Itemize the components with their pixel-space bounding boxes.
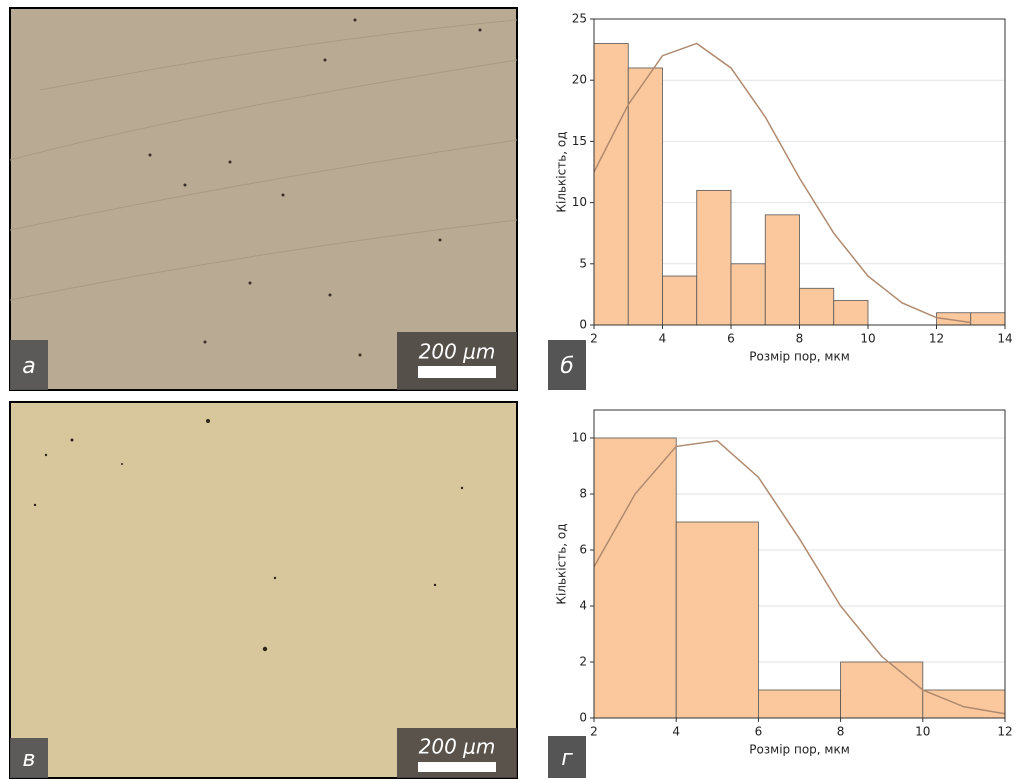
panel-label-box: [548, 736, 586, 778]
plot-frame: [593, 409, 1006, 719]
x-tick-label: 12: [929, 332, 944, 346]
x-tick-label: 8: [837, 725, 845, 739]
histogram-bar: [627, 67, 663, 326]
micrograph: [9, 401, 518, 779]
y-tick-label: 6: [579, 543, 587, 557]
x-tick-label: 8: [796, 332, 804, 346]
x-tick-label: 14: [997, 332, 1012, 346]
y-tick-label: 5: [579, 256, 587, 270]
x-axis-label: Розмір пор, мкм: [749, 350, 850, 364]
scale-bar-label: 200 μm: [419, 735, 496, 759]
histogram-bar: [593, 437, 677, 719]
histogram-bar: [970, 312, 1006, 326]
y-tick-label: 0: [579, 711, 587, 725]
y-axis-label: Кількість, од: [555, 523, 569, 604]
histogram-bar: [593, 43, 629, 326]
y-tick-label: 10: [572, 195, 587, 209]
fit-curve: [593, 42, 971, 324]
panel-label: г: [561, 746, 573, 771]
y-tick-label: 4: [579, 599, 587, 613]
histogram-bar: [696, 189, 732, 326]
y-tick-label: 0: [579, 318, 587, 332]
y-tick-label: 8: [579, 487, 587, 501]
x-axis-label: Розмір пор, мкм: [749, 743, 850, 757]
y-tick-label: 10: [572, 431, 587, 445]
panel-label-box: [548, 340, 586, 390]
histogram-bar: [758, 689, 842, 719]
x-tick-label: 2: [590, 725, 598, 739]
histogram-bar: [675, 521, 759, 719]
micrograph: [9, 7, 518, 391]
panel-label: а: [22, 354, 35, 379]
x-tick-label: 10: [860, 332, 875, 346]
panel-label: б: [560, 354, 574, 379]
histogram-bar: [764, 214, 800, 326]
histogram-bar: [840, 661, 924, 719]
x-tick-label: 2: [590, 332, 598, 346]
histogram-bar: [730, 263, 766, 326]
x-tick-label: 6: [755, 725, 763, 739]
y-tick-label: 20: [572, 73, 587, 87]
histogram-bar: [922, 689, 1006, 719]
histogram-bar: [799, 287, 835, 326]
x-tick-label: 4: [659, 332, 667, 346]
histogram-bar: [662, 275, 698, 326]
panel-label: в: [23, 747, 36, 772]
y-tick-label: 25: [572, 12, 587, 26]
x-tick-label: 10: [915, 725, 930, 739]
histogram-bar: [833, 300, 869, 326]
x-tick-label: 4: [672, 725, 680, 739]
y-tick-label: 15: [572, 134, 587, 148]
x-tick-label: 12: [997, 725, 1012, 739]
y-axis-label: Кількість, од: [555, 131, 569, 212]
fit-curve: [593, 440, 1006, 715]
y-tick-label: 2: [579, 655, 587, 669]
scale-bar-label: 200 μm: [419, 340, 496, 364]
x-tick-label: 6: [727, 332, 735, 346]
